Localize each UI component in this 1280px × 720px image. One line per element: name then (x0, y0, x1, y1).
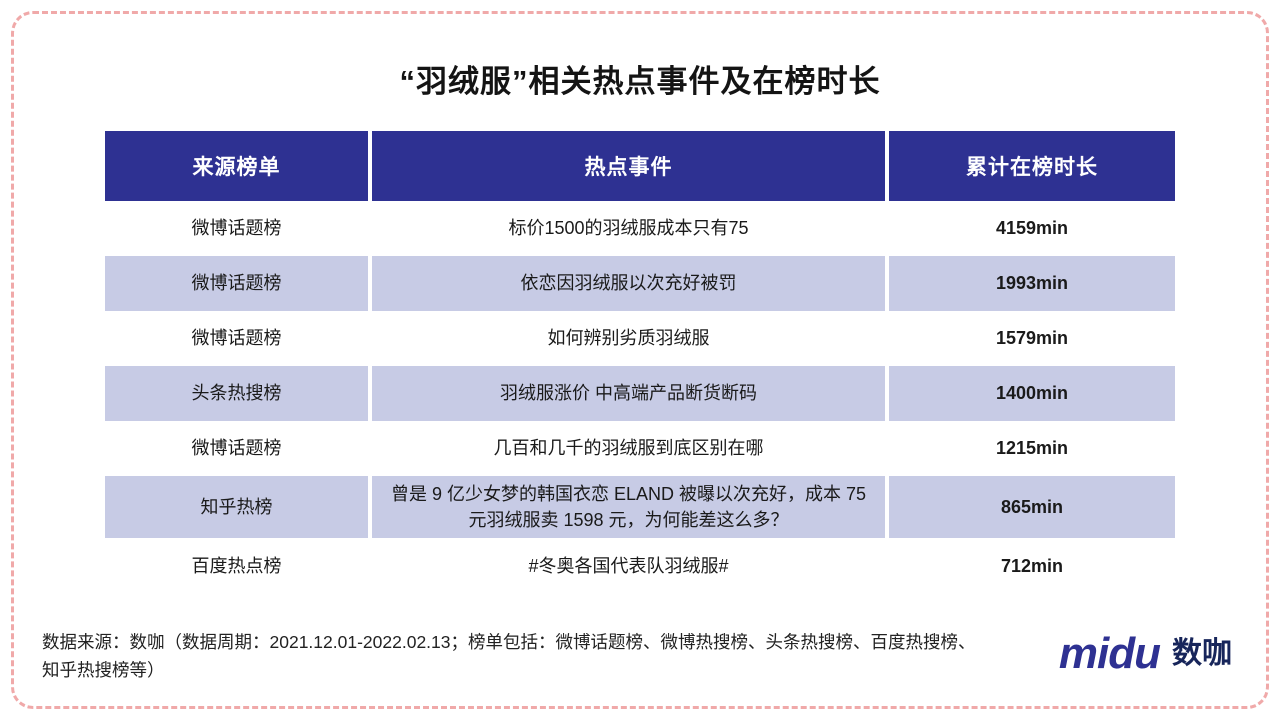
footer: 数据来源：数咖（数据周期：2021.12.01-2022.02.13；榜单包括：… (42, 628, 1232, 684)
source-cell: 头条热搜榜 (105, 366, 368, 421)
infographic-card: “羽绒服”相关热点事件及在榜时长 来源榜单 热点事件 累计在榜时长 微博话题榜 … (11, 11, 1269, 709)
duration-cell: 1993min (889, 256, 1175, 311)
header-event: 热点事件 (372, 131, 885, 201)
duration-cell: 1215min (889, 421, 1175, 476)
source-cell: 微博话题榜 (105, 311, 368, 366)
table-row: 微博话题榜 如何辨别劣质羽绒服 1579min (105, 311, 1175, 366)
data-source-note: 数据来源：数咖（数据周期：2021.12.01-2022.02.13；榜单包括：… (42, 632, 976, 680)
table-row: 百度热点榜 #冬奥各国代表队羽绒服# 712min (105, 538, 1175, 594)
table-row: 微博话题榜 几百和几千的羽绒服到底区别在哪 1215min (105, 421, 1175, 476)
table-row: 微博话题榜 依恋因羽绒服以次充好被罚 1993min (105, 256, 1175, 311)
header-duration: 累计在榜时长 (889, 131, 1175, 201)
table-row: 微博话题榜 标价1500的羽绒服成本只有75 4159min (105, 201, 1175, 256)
duration-cell: 1579min (889, 311, 1175, 366)
source-cell: 知乎热榜 (105, 476, 368, 539)
table-row: 知乎热榜 曾是 9 亿少女梦的韩国衣恋 ELAND 被曝以次充好，成本 75 元… (105, 476, 1175, 539)
duration-cell: 1400min (889, 366, 1175, 421)
source-cell: 微博话题榜 (105, 421, 368, 476)
duration-cell: 4159min (889, 201, 1175, 256)
event-cell: 曾是 9 亿少女梦的韩国衣恋 ELAND 被曝以次充好，成本 75 元羽绒服卖 … (372, 476, 885, 539)
event-cell: 标价1500的羽绒服成本只有75 (372, 201, 885, 256)
table-row: 头条热搜榜 羽绒服涨价 中高端产品断货断码 1400min (105, 366, 1175, 421)
duration-cell: 865min (889, 476, 1175, 539)
event-cell: 依恋因羽绒服以次充好被罚 (372, 256, 885, 311)
shuka-logo-text: 数咖 (1172, 637, 1232, 670)
event-cell: 如何辨别劣质羽绒服 (372, 311, 885, 366)
brand-logo: midu 数咖 (1059, 632, 1232, 684)
source-cell: 微博话题榜 (105, 256, 368, 311)
event-cell: #冬奥各国代表队羽绒服# (372, 538, 885, 594)
event-cell: 羽绒服涨价 中高端产品断货断码 (372, 366, 885, 421)
midu-logo-text: midu (1058, 629, 1161, 678)
source-cell: 百度热点榜 (105, 538, 368, 594)
hot-events-table: 来源榜单 热点事件 累计在榜时长 微博话题榜 标价1500的羽绒服成本只有75 … (105, 131, 1175, 594)
header-source: 来源榜单 (105, 131, 368, 201)
event-cell: 几百和几千的羽绒服到底区别在哪 (372, 421, 885, 476)
page-title: “羽绒服”相关热点事件及在榜时长 (399, 64, 881, 99)
table-header-row: 来源榜单 热点事件 累计在榜时长 (105, 131, 1175, 201)
duration-cell: 712min (889, 538, 1175, 594)
source-cell: 微博话题榜 (105, 201, 368, 256)
